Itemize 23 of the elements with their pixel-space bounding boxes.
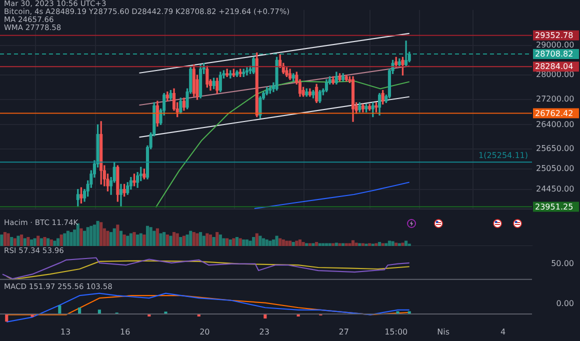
ref-line-label: 1(25254.11) (478, 151, 528, 160)
x-tick-label: 4 (500, 327, 506, 336)
x-tick-label: 13 (60, 327, 71, 336)
ref-line-label: 23951.25 (535, 202, 574, 212)
y-tick-label: 24450.00 (536, 184, 574, 194)
y-tick-label: 28000.00 (536, 70, 574, 80)
text: 50.00 (551, 259, 574, 269)
x-tick-label: 16 (120, 327, 130, 336)
ref-line-label: 28284.04 (535, 62, 574, 72)
x-tick-label: 15:00 (384, 327, 408, 336)
y-tick-label: 25650.00 (536, 144, 574, 154)
y-tick-label: 27200.00 (536, 94, 574, 104)
x-tick-label: 20 (200, 327, 210, 336)
ref-line-label: 26762.42 (535, 108, 574, 118)
y-tick-label: 29000.00 (536, 40, 574, 50)
x-tick-label: 23 (259, 327, 270, 336)
y-tick-label: 26400.00 (536, 120, 574, 129)
ref-line-label: 28708.82 (535, 50, 574, 59)
y-tick-label: 25050.00 (536, 164, 574, 173)
x-tick-label: Nis (437, 327, 450, 336)
ref-line-label: 29352.78 (535, 30, 574, 40)
text: 0.00 (556, 299, 574, 309)
x-tick-label: 27 (338, 327, 349, 336)
